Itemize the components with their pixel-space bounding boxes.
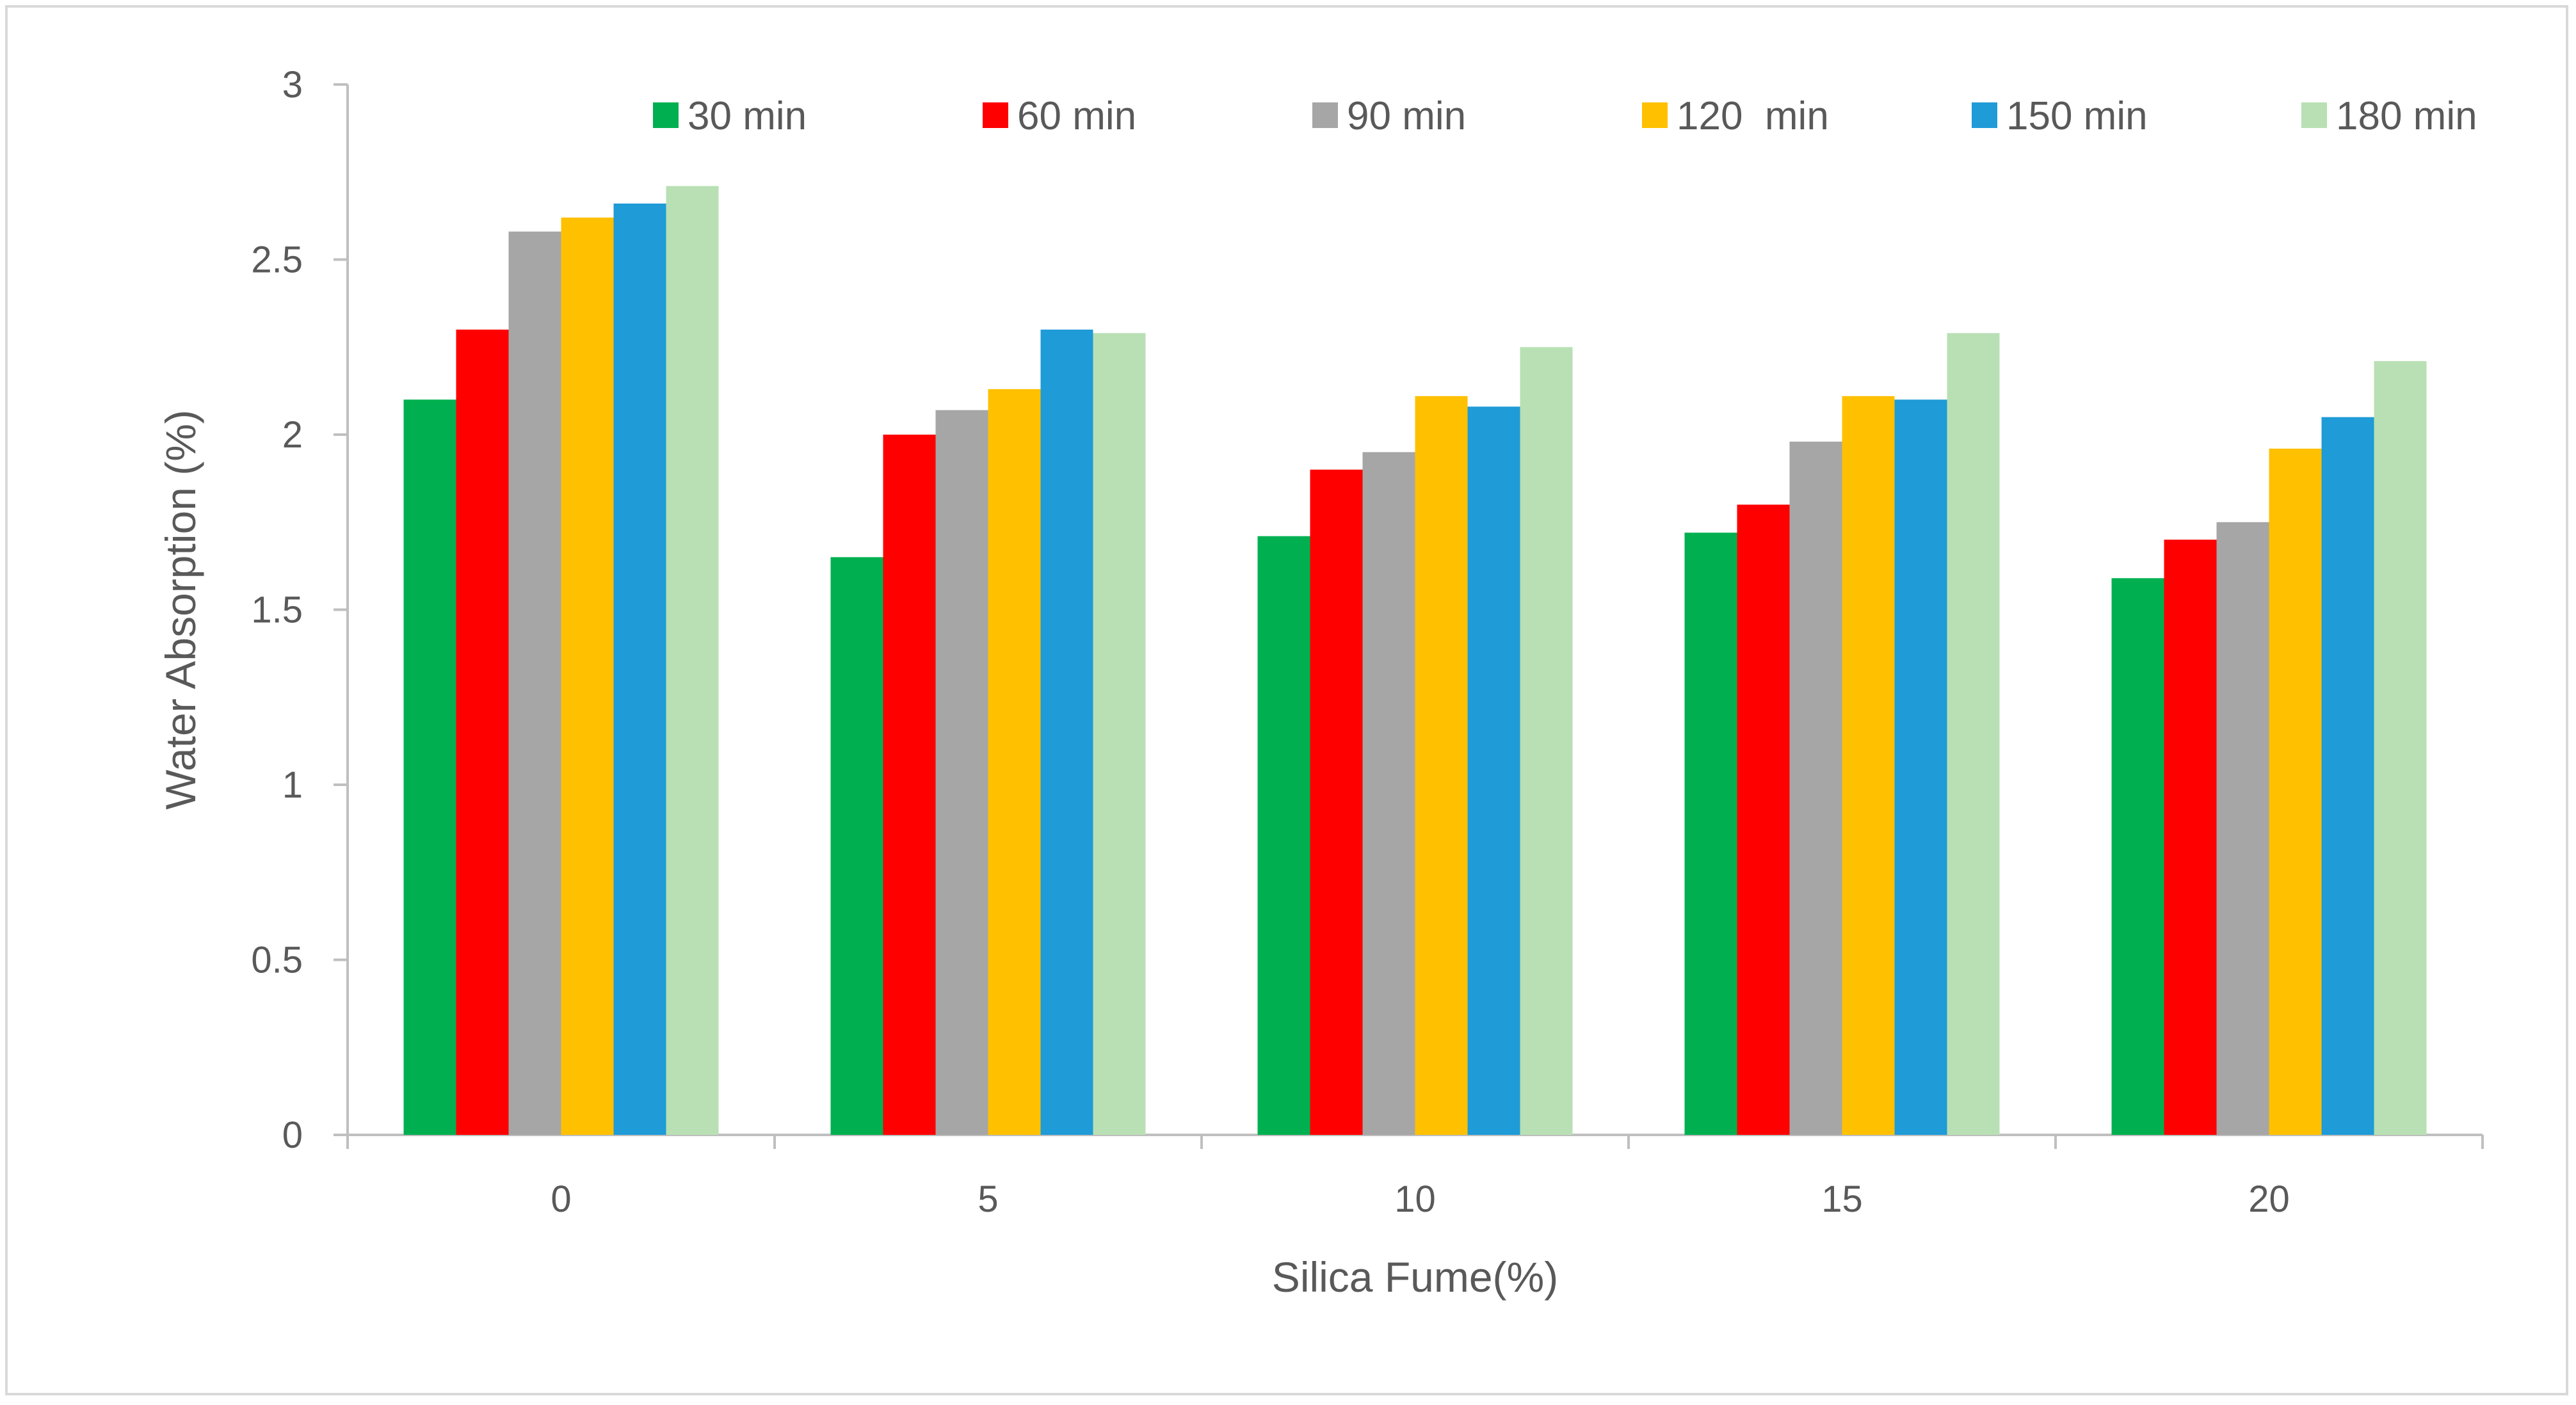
bar <box>1789 441 1842 1136</box>
legend-label: 90 min <box>1347 94 1466 138</box>
y-tick-label: 3 <box>282 64 303 106</box>
bar <box>508 231 561 1135</box>
legend-swatch <box>1972 102 1997 128</box>
legend-swatch <box>2301 102 2327 128</box>
bars <box>403 186 2427 1136</box>
bar <box>666 186 719 1135</box>
bar <box>1415 396 1468 1135</box>
bar <box>1737 504 1790 1135</box>
x-axis-title: Silica Fume(%) <box>1272 1253 1558 1301</box>
legend-label: 30 min <box>688 94 807 138</box>
y-tick-label: 1 <box>282 764 303 806</box>
legend-swatch <box>1642 102 1668 128</box>
bar <box>935 410 988 1136</box>
legend-label: 180 min <box>2336 94 2477 138</box>
bar <box>2374 361 2427 1135</box>
bar <box>2111 578 2164 1135</box>
bar <box>456 329 509 1135</box>
axis-labels: 0 0.5 1 1.5 2 2.5 3 0 5 10 15 20 Silica Fume(%) Water… <box>157 64 2290 1301</box>
y-axis-title: Water Absorption (%) <box>157 410 204 810</box>
x-tick-label: 0 <box>551 1178 571 1220</box>
bar <box>1040 329 1093 1135</box>
bar <box>1093 333 1146 1135</box>
y-tick-label: 2 <box>282 414 303 456</box>
bar <box>1947 333 2000 1135</box>
y-tick-label: 2.5 <box>251 239 303 281</box>
bar <box>2164 540 2217 1135</box>
bar <box>2269 448 2322 1135</box>
legend-label: 120 min <box>1677 94 1829 138</box>
bar <box>1467 406 1520 1135</box>
bar <box>2216 522 2269 1135</box>
bar <box>1894 399 1947 1135</box>
legend: 30 min 60 min 90 min 120 min 150 min 180 min <box>653 94 2477 138</box>
legend-label: 60 min <box>1017 94 1136 138</box>
legend-swatch <box>653 102 679 128</box>
bar <box>1520 347 1573 1135</box>
y-tick-label: 0.5 <box>251 940 303 981</box>
x-tick-label: 5 <box>978 1178 998 1220</box>
bar <box>1362 452 1415 1135</box>
legend-swatch <box>1312 102 1338 128</box>
x-tick-label: 15 <box>1821 1178 1863 1220</box>
y-tick-label: 1.5 <box>251 590 303 631</box>
x-tick-label: 20 <box>2248 1178 2290 1220</box>
legend-label: 150 min <box>2006 94 2148 138</box>
bar <box>1257 536 1310 1135</box>
bar <box>830 557 883 1135</box>
bar <box>613 203 666 1136</box>
bar <box>1310 469 1363 1136</box>
bar <box>403 399 456 1135</box>
bar <box>2321 417 2374 1135</box>
bar <box>1842 396 1895 1135</box>
legend-swatch <box>983 102 1008 128</box>
bar <box>988 389 1041 1135</box>
bar <box>561 217 614 1135</box>
y-tick-label: 0 <box>282 1114 303 1156</box>
bar <box>883 435 936 1135</box>
bar <box>1684 533 1737 1135</box>
x-tick-label: 10 <box>1394 1178 1436 1220</box>
